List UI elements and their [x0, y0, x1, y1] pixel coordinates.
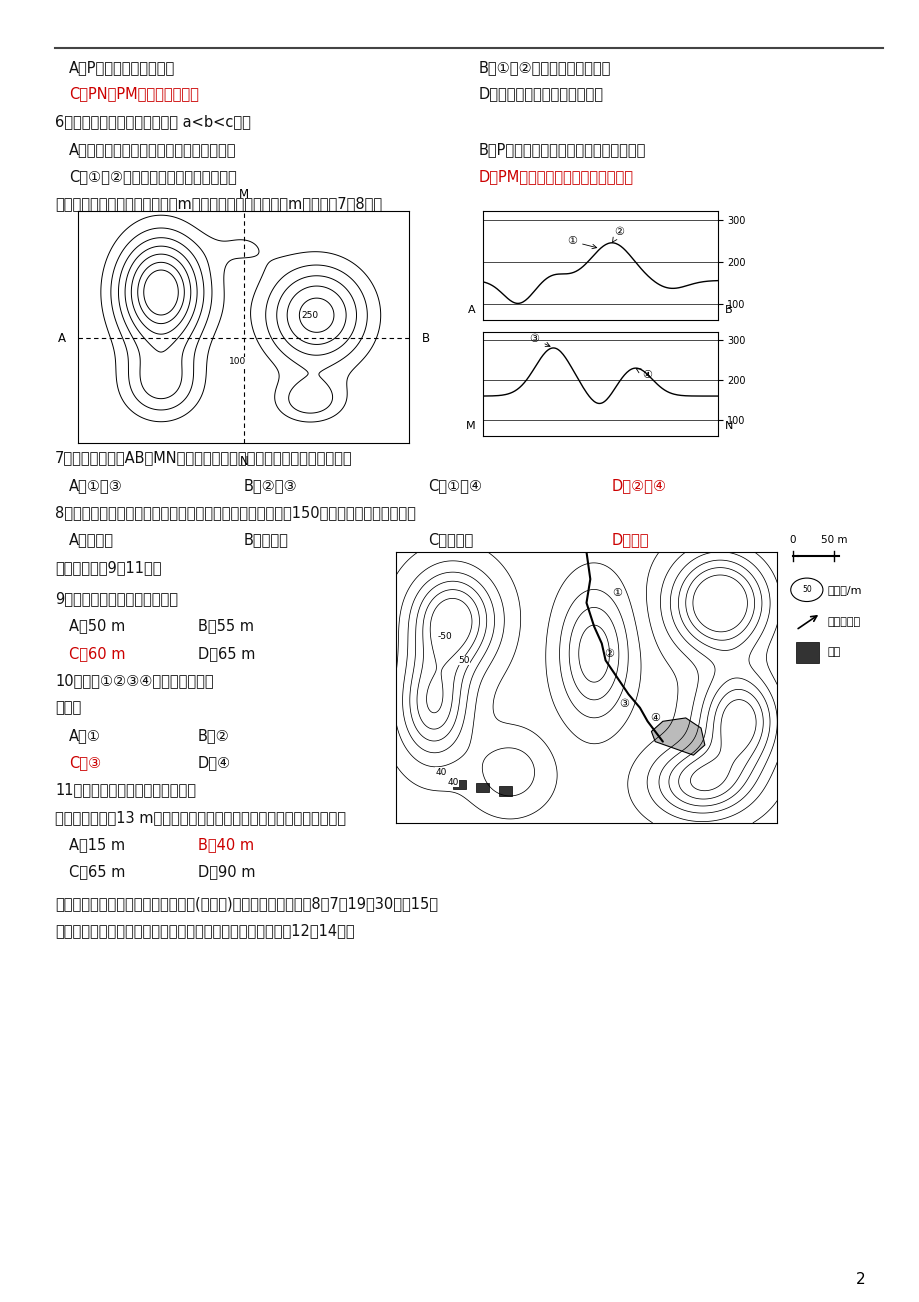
Text: 0: 0: [789, 535, 796, 546]
Text: D．65 m: D．65 m: [198, 646, 255, 661]
Text: -50: -50: [437, 633, 452, 641]
Text: C．①、②两地气温、坡度和降水都相同: C．①、②两地气温、坡度和降水都相同: [69, 169, 236, 185]
Text: ①: ①: [611, 587, 621, 598]
Text: 等高线/m: 等高线/m: [827, 585, 862, 595]
Text: 40: 40: [436, 768, 447, 776]
Bar: [452, 780, 466, 789]
Text: A．影响等温线环状分布的主要因素是降水: A．影响等温线环状分布的主要因素是降水: [69, 142, 236, 158]
Text: 40: 40: [447, 777, 458, 786]
Text: C．①和④: C．①和④: [427, 478, 482, 493]
Text: B．②: B．②: [198, 728, 230, 743]
Text: D．②和④: D．②和④: [611, 478, 666, 493]
Text: B．②和③: B．②和③: [244, 478, 297, 493]
Bar: [475, 783, 489, 793]
Text: 读右图，回答9～11题。: 读右图，回答9～11题。: [55, 560, 162, 575]
Text: B．55 m: B．55 m: [198, 618, 254, 634]
Text: ②: ②: [604, 648, 614, 659]
Text: A．15 m: A．15 m: [69, 837, 125, 853]
Text: A．一个岛: A．一个岛: [69, 533, 114, 548]
Text: ③: ③: [619, 699, 629, 710]
Text: A．①和③: A．①和③: [69, 478, 122, 493]
Bar: [795, 642, 818, 663]
Text: B．两个岛: B．两个岛: [244, 533, 289, 548]
Bar: [498, 786, 512, 796]
Text: A．①: A．①: [69, 728, 101, 743]
Text: 快的是: 快的是: [55, 700, 82, 716]
Text: ①: ①: [566, 237, 596, 249]
Text: B．P区域获得太阳辐射较多，昼夜温差大: B．P区域获得太阳辐射较多，昼夜温差大: [478, 142, 645, 158]
Text: C．60 m: C．60 m: [69, 646, 125, 661]
Text: 聚落: 聚落: [827, 647, 840, 658]
Text: 小时后抵达纽约肯尼迪国际机场。航线如下图所示。据此完成12～14题。: 小时后抵达纽约肯尼迪国际机场。航线如下图所示。据此完成12～14题。: [55, 923, 355, 939]
Text: 11．在图示区域内拟建一座小型水: 11．在图示区域内拟建一座小型水: [55, 783, 196, 798]
Text: D．无岛: D．无岛: [611, 533, 649, 548]
Text: ④: ④: [650, 713, 660, 723]
Text: 读某地区等高线示意图（单位：m）和地形剖面图（单位：m），回答7～8题。: 读某地区等高线示意图（单位：m）和地形剖面图（单位：m），回答7～8题。: [55, 197, 382, 212]
Text: D．90 m: D．90 m: [198, 865, 255, 880]
Text: A: A: [58, 332, 65, 345]
Text: ②: ②: [612, 228, 623, 242]
Text: 7．左图中剖面线AB和MN的交点在右侧两剖面图上所对应的位置分别是: 7．左图中剖面线AB和MN的交点在右侧两剖面图上所对应的位置分别是: [55, 450, 353, 466]
Text: 10．图中①②③④附近河水流速最: 10．图中①②③④附近河水流速最: [55, 673, 213, 689]
Text: ③: ③: [529, 333, 550, 346]
Text: D．④: D．④: [198, 755, 231, 771]
Text: M: M: [466, 421, 475, 431]
Text: 50: 50: [458, 656, 470, 665]
Text: 50 m: 50 m: [821, 535, 846, 546]
Text: 库，设计坝高约13 m。若仅考虑地形因素，最适宜建坝处的坝顶长度约: 库，设计坝高约13 m。若仅考虑地形因素，最适宜建坝处的坝顶长度约: [55, 810, 346, 825]
Text: B．40 m: B．40 m: [198, 837, 254, 853]
Polygon shape: [651, 717, 704, 755]
Text: B: B: [724, 305, 732, 315]
Text: 河流、池塘: 河流、池塘: [827, 617, 860, 628]
Text: D．夏季出现就称为台风或飓风: D．夏季出现就称为台风或飓风: [478, 86, 603, 102]
Text: 250: 250: [301, 311, 318, 320]
Text: 50: 50: [801, 586, 811, 594]
Text: A．50 m: A．50 m: [69, 618, 125, 634]
Text: A．P处气压低，气流下沉: A．P处气压低，气流下沉: [69, 60, 175, 76]
Text: B．①、②风向相反、风速相同: B．①、②风向相反、风速相同: [478, 60, 610, 76]
Text: C．PN、PM北侧多阴雨天气: C．PN、PM北侧多阴雨天气: [69, 86, 199, 102]
Text: C．③: C．③: [69, 755, 101, 771]
Text: ④: ④: [636, 368, 652, 380]
Text: 100: 100: [228, 357, 245, 366]
Text: M: M: [238, 189, 249, 202]
Text: D．PM沿线可布设瞭望台、开凿山路: D．PM沿线可布设瞭望台、开凿山路: [478, 169, 632, 185]
Text: 6．若等值线为等温线，且数值 a<b<c，则: 6．若等值线为等温线，且数值 a<b<c，则: [55, 115, 251, 130]
Text: C．三个岛: C．三个岛: [427, 533, 472, 548]
Text: B: B: [422, 332, 429, 345]
Text: 8．若该区位于一个拟建水库的库区内，当最高蓄水位达海拔150米时，图示范围内将出现: 8．若该区位于一个拟建水库的库区内，当最高蓄水位达海拔150米时，图示范围内将出…: [55, 505, 415, 521]
Text: C．65 m: C．65 m: [69, 865, 125, 880]
Text: 9．图示区域内最大高差可能为: 9．图示区域内最大高差可能为: [55, 591, 178, 607]
Text: N: N: [724, 421, 732, 431]
Text: 小峰从中国上海乘坐飞机到美国纽约(西五区)，起飞时北京时间为8月7日19时30分，15个: 小峰从中国上海乘坐飞机到美国纽约(西五区)，起飞时北京时间为8月7日19时30分…: [55, 896, 437, 911]
Text: A: A: [468, 305, 475, 315]
Text: N: N: [239, 454, 248, 467]
Text: 2: 2: [855, 1272, 864, 1288]
